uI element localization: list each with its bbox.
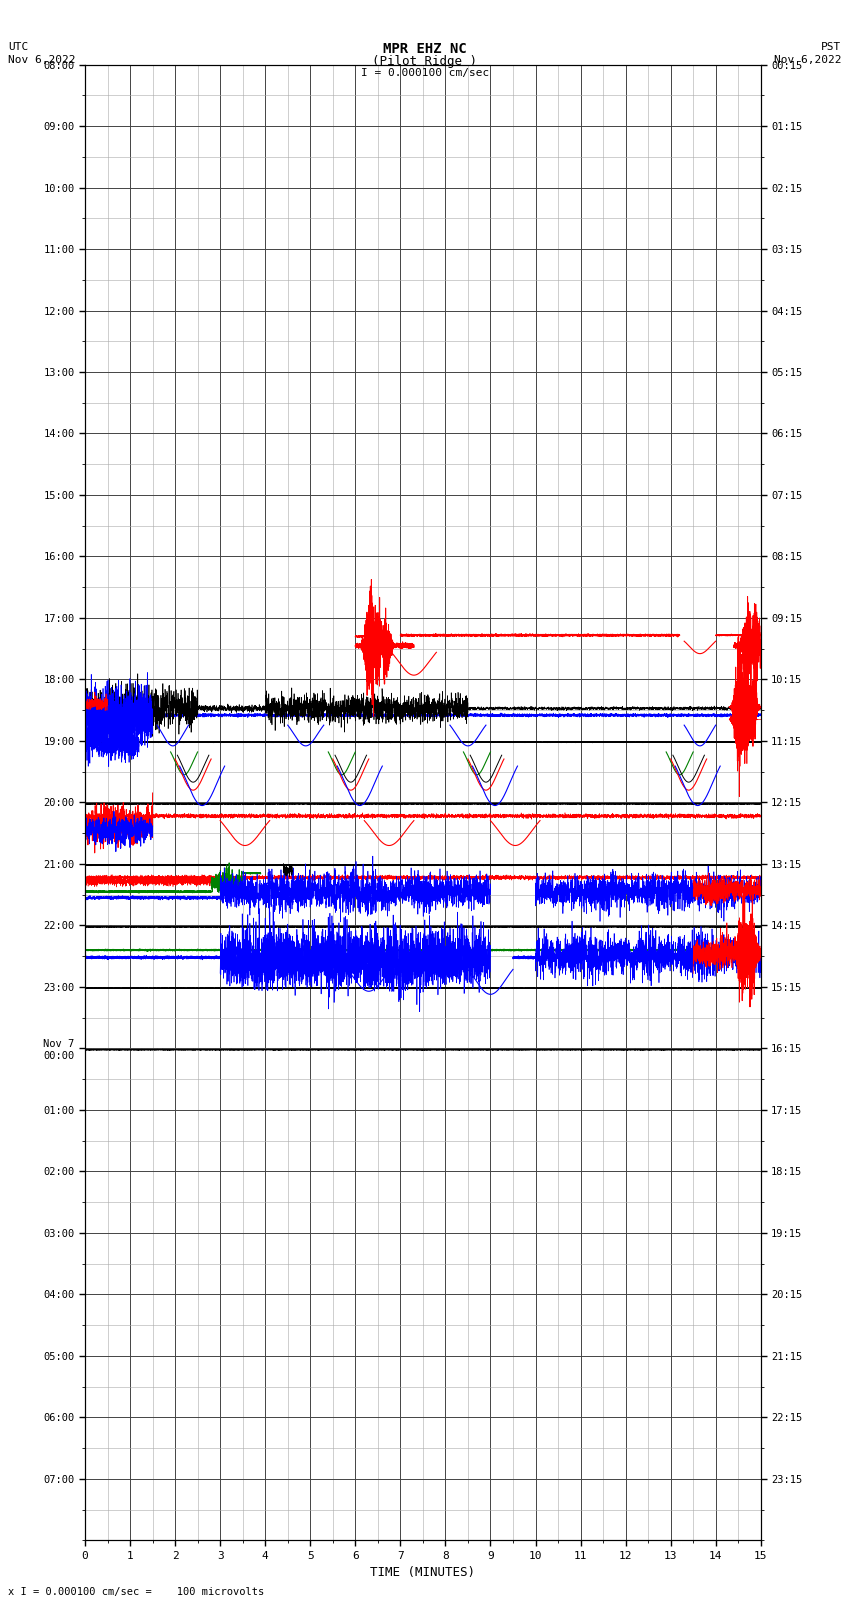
Text: Nov 6,2022: Nov 6,2022 bbox=[774, 55, 842, 65]
Text: PST: PST bbox=[821, 42, 842, 52]
Text: Nov 6,2022: Nov 6,2022 bbox=[8, 55, 76, 65]
Text: x I = 0.000100 cm/sec =    100 microvolts: x I = 0.000100 cm/sec = 100 microvolts bbox=[8, 1587, 264, 1597]
Text: I = 0.000100 cm/sec: I = 0.000100 cm/sec bbox=[361, 68, 489, 77]
X-axis label: TIME (MINUTES): TIME (MINUTES) bbox=[371, 1566, 475, 1579]
Text: MPR EHZ NC: MPR EHZ NC bbox=[383, 42, 467, 56]
Text: UTC: UTC bbox=[8, 42, 29, 52]
Text: (Pilot Ridge ): (Pilot Ridge ) bbox=[372, 55, 478, 68]
